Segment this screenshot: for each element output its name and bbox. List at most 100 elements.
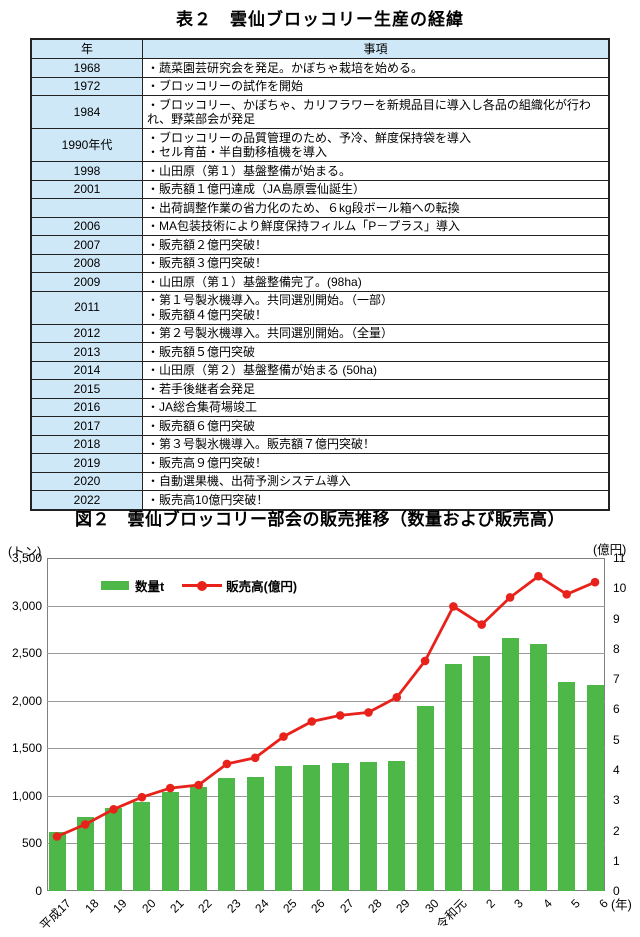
year-cell: 1990年代: [30, 128, 143, 162]
left-axis-tick-label: 0: [35, 884, 42, 898]
year-cell: 2018: [30, 434, 143, 454]
quantity-bar: [331, 762, 349, 891]
x-axis-tick-label: 2: [483, 896, 498, 911]
quantity-bar: [558, 681, 576, 891]
year-cell: 1984: [30, 95, 143, 129]
year-cell: 2006: [30, 216, 143, 236]
event-item: ・販売額３億円突破！: [147, 256, 268, 270]
table-row: 1998 ・山田原（第１）基盤整備が始まる。: [30, 161, 610, 181]
quantity-bar: [105, 808, 123, 891]
right-axis-tick-label: 4: [613, 762, 620, 777]
event-item: ・自動選果機、出荷予測システム導入: [147, 474, 351, 488]
right-axis-tick-label: 1: [613, 853, 620, 868]
table-row: 2019 ・販売高９億円突破！: [30, 453, 610, 473]
quantity-bar: [218, 777, 236, 891]
year-cell: 2009: [30, 272, 143, 292]
year-cell: 2019: [30, 453, 143, 473]
event-cell: ・JA総合集荷場竣工: [142, 397, 610, 417]
x-axis-tick-label: 5: [568, 896, 583, 911]
event-item: ・第２号製氷機導入。共同選別開始。（全量）: [147, 326, 394, 340]
quantity-bar: [303, 765, 321, 891]
event-cell: ・第１号製氷機導入。共同選別開始。（一部） ・販売額４億円突破！: [142, 290, 610, 325]
table-row: 2013 ・販売額５億円突破: [30, 342, 610, 362]
right-axis-tick-label: 6: [613, 702, 620, 717]
table-row: 2016 ・JA総合集荷場竣工: [30, 397, 610, 417]
right-axis-tick-label: 8: [613, 641, 620, 656]
right-axis-tick-label: 9: [613, 611, 620, 626]
x-axis-tick-label: 6: [596, 896, 612, 911]
table-row: 2014 ・山田原（第２）基盤整備が始まる (50ha): [30, 360, 610, 380]
right-axis-tick-label: 3: [613, 793, 620, 808]
legend-line-swatch-icon: [182, 580, 223, 591]
right-axis-tick-label: 10: [613, 581, 627, 596]
gridline: [47, 795, 605, 797]
event-item: ・出荷調整作業の省力化のため、６kg段ボール箱への転換: [147, 200, 460, 215]
left-axis-tick-label: 500: [21, 836, 42, 851]
event-cell: ・ブロッコリーの品質管理のため、予冷、鮮度保持袋を導入 ・セル育苗・半自動移植機を…: [142, 128, 610, 162]
gridline: [47, 748, 605, 750]
quantity-bar: [388, 760, 406, 891]
x-axis-tick-label: 26: [308, 896, 329, 916]
quantity-bar: [133, 801, 151, 891]
table-row: 2015 ・若手後継者会発足: [30, 379, 610, 399]
quantity-bar: [48, 832, 66, 891]
table-row: 1990年代 ・ブロッコリーの品質管理のため、予冷、鮮度保持袋を導入 ・セル育苗・半…: [30, 128, 610, 162]
left-axis-unit-label: (トン): [8, 545, 42, 559]
event-cell: ・蔬菜園芸研究会を発足。かぼちゃ栽培を始める。: [142, 58, 610, 78]
event-cell: ・販売額１億円達成（JA島原雲仙誕生）: [142, 179, 610, 199]
right-axis-tick-label: 11: [613, 551, 626, 565]
year-cell: 2022: [30, 490, 143, 510]
event-cell: ・販売額３億円突破！: [142, 253, 610, 273]
x-axis-tick-label: 21: [167, 896, 187, 916]
right-axis-tick-label: 0: [613, 884, 620, 898]
left-axis-tick-label: 3,000: [11, 598, 42, 613]
event-item: ・販売額１億円達成（JA島原雲仙誕生）: [147, 182, 366, 196]
table-row: 1984 ・ブロッコリー、かぼちゃ、カリフラワーを新規品目に導入し各品の組織化が行…: [30, 95, 610, 129]
table-header-row: 年 事項: [30, 38, 610, 59]
x-axis-unit-label: (年): [611, 898, 632, 912]
x-axis-tick-label: 20: [138, 896, 159, 916]
x-axis-tick-label: 25: [280, 896, 300, 916]
event-item: ・ブロッコリー、かぼちゃ、カリフラワーを新規品目に導入し各品の組織化が行われ、野…: [147, 97, 591, 127]
quantity-bar: [76, 816, 94, 891]
right-axis-tick-label: 5: [613, 732, 620, 747]
legend-bar-label: 数量t: [135, 580, 165, 594]
event-cell: ・販売高10億円突破！: [142, 490, 610, 510]
event-cell: ・山田原（第１）基盤整備完了。(98ha): [142, 272, 610, 292]
x-axis-tick-label: 30: [421, 896, 442, 916]
year-cell: 2014: [30, 360, 143, 380]
history-table: 年 事項 1968 ・蔬菜園芸研究会を発足。かぼちゃ栽培を始める。 1972 ・ブロッ…: [30, 38, 610, 511]
event-item: ・山田原（第１）基盤整備完了。(98ha): [147, 274, 362, 289]
x-axis-tick-label: 23: [223, 896, 244, 916]
event-cell: ・山田原（第２）基盤整備が始まる (50ha): [142, 360, 610, 380]
quantity-bar: [275, 766, 292, 891]
table-row: 2007 ・販売額２億円突破！: [30, 235, 610, 255]
event-cell: ・販売額６億円突破: [142, 416, 610, 436]
event-cell: ・出荷調整作業の省力化のため、６kg段ボール箱への転換: [142, 198, 610, 218]
event-item: ・販売額６億円突破: [147, 418, 256, 433]
year-cell: 1968: [30, 58, 143, 78]
quantity-bar: [161, 792, 179, 891]
event-cell: ・第３号製氷機導入。販売額７億円突破！: [142, 434, 610, 454]
quantity-bar: [473, 656, 491, 891]
event-cell: ・MA包装技術により鮮度保持フィルム「P－プラス」導入: [142, 216, 610, 236]
x-axis-tick-label: 27: [337, 896, 357, 916]
x-axis-tick-label: 24: [252, 896, 272, 916]
x-axis-tick-label: 3: [511, 896, 527, 911]
year-cell: 2001: [30, 179, 143, 199]
gridline: [47, 700, 605, 702]
table-title: 表２ 雲仙ブロッコリー生産の経緯: [176, 10, 464, 29]
combo-chart: (トン) (億円) (年) 数量t 販売高(億円) 0 500 1,000 1,500…: [0, 543, 640, 937]
quantity-bar: [360, 761, 377, 891]
left-axis-tick-label: 1,000: [11, 788, 42, 803]
figure-title: 図２ 雲仙ブロッコリー部会の販売推移（数量および販売高）: [75, 510, 565, 529]
x-axis-tick-label: 平成17: [36, 896, 74, 933]
left-axis-tick-label: 2,500: [11, 646, 42, 661]
quantity-bar: [190, 787, 208, 891]
year-cell: 2008: [30, 253, 143, 273]
quantity-bar: [529, 643, 547, 891]
year-cell: 2012: [30, 323, 143, 343]
left-axis-tick-label: 1,500: [11, 741, 42, 756]
event-item: ・山田原（第２）基盤整備が始まる (50ha): [147, 363, 378, 377]
